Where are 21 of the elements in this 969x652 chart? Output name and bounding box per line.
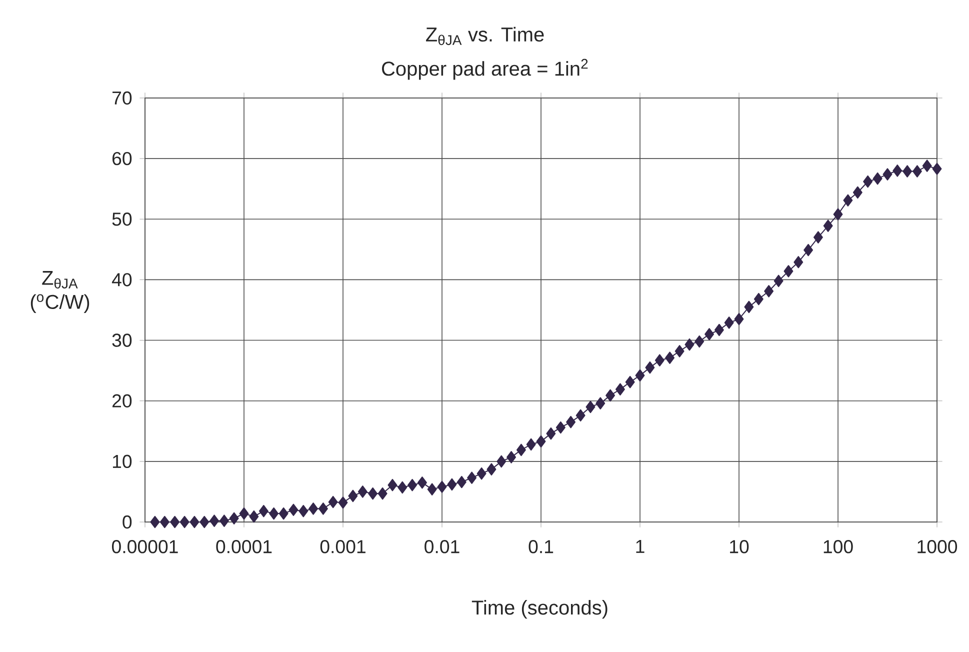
x-tick-label: 1 bbox=[636, 540, 644, 553]
y-tick-label: 70 bbox=[112, 91, 132, 105]
y-tick-label: 50 bbox=[112, 212, 132, 226]
y-tick-label: 60 bbox=[112, 152, 132, 166]
y-tick-label: 10 bbox=[112, 454, 132, 468]
chart-subtitle: Copper pad area = 1in$^{2}$ bbox=[382, 58, 588, 80]
text: Z$_{θJA}$ ($^{o}$C/W) bbox=[30, 271, 90, 313]
x-tick-label: 100 bbox=[824, 540, 853, 554]
x-tick-label: 0.00001 bbox=[112, 540, 178, 554]
x-tick-label: 0.1 bbox=[528, 540, 554, 554]
x-axis-title: Time (seconds) bbox=[472, 600, 608, 619]
y-tick-label: 40 bbox=[112, 273, 132, 286]
y-tick-label: 30 bbox=[112, 334, 132, 347]
x-tick-label: 0.0001 bbox=[216, 540, 272, 554]
chart-title: Z$_{θJA}$ vs. Time bbox=[426, 26, 544, 46]
x-tick-label: 0.001 bbox=[320, 540, 366, 554]
y-tick-label: 0 bbox=[122, 515, 132, 529]
x-tick-label: 1000 bbox=[918, 540, 958, 554]
x-tick-label: 10 bbox=[730, 540, 749, 554]
y-tick-label: 20 bbox=[112, 394, 132, 408]
x-tick-label: 0.01 bbox=[424, 540, 460, 554]
